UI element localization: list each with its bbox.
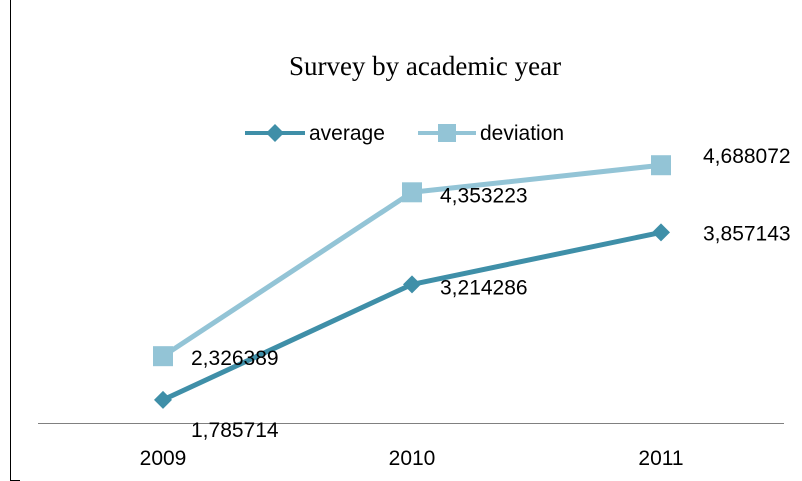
plot-area: 1,785714 3,214286 3,857143 2,326389 4,353223… <box>153 145 791 442</box>
data-label-deviation-2010: 4,353223 <box>440 184 528 207</box>
data-label-deviation-2011: 4,688072 <box>703 145 791 168</box>
series-line-average <box>161 229 662 403</box>
legend-item-deviation: deviation <box>418 122 564 145</box>
data-point-average-2010 <box>403 275 421 294</box>
series-average: 1,785714 3,214286 3,857143 <box>154 222 791 442</box>
legend-marker-deviation <box>438 124 456 142</box>
x-tick-labels: 2009 2010 2011 <box>140 447 684 470</box>
legend-item-average: average <box>245 122 385 145</box>
legend-label-average: average <box>309 122 385 145</box>
data-point-average-2009 <box>154 390 172 409</box>
legend-label-deviation: deviation <box>480 122 564 145</box>
series-deviation: 2,326389 4,353223 4,688072 <box>153 145 791 370</box>
legend-marker-average <box>266 124 284 142</box>
x-tick-label-2009: 2009 <box>140 447 187 470</box>
data-label-average-2009: 1,785714 <box>191 419 279 442</box>
legend: average deviation <box>245 122 564 145</box>
data-point-deviation-2010 <box>402 182 422 203</box>
data-point-average-2011 <box>652 223 670 242</box>
chart-title: Survey by academic year <box>289 51 561 81</box>
data-label-average-2011: 3,857143 <box>703 222 791 245</box>
data-point-deviation-2009 <box>153 346 173 367</box>
x-tick-label-2011: 2011 <box>638 447 683 470</box>
data-point-deviation-2011 <box>651 155 671 176</box>
x-tick-label-2010: 2010 <box>389 447 436 470</box>
data-label-deviation-2009: 2,326389 <box>191 347 279 370</box>
data-label-average-2010: 3,214286 <box>440 276 528 299</box>
